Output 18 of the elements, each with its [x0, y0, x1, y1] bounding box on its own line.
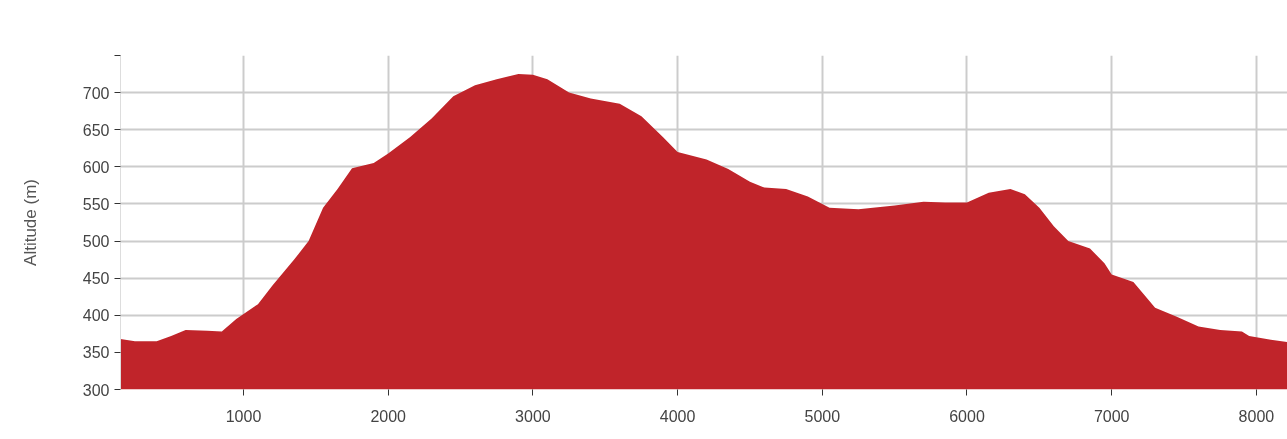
- x-tick-label: 3000: [515, 407, 551, 425]
- x-tick-label: 4000: [659, 407, 696, 425]
- x-tick-label: 7000: [1093, 407, 1130, 425]
- y-tick-label: 350: [82, 344, 110, 362]
- y-tick-label: 300: [82, 381, 110, 399]
- y-tick-label: 600: [82, 158, 110, 176]
- x-tick-label: 5000: [804, 407, 841, 425]
- x-tick-label: 2000: [370, 407, 407, 425]
- x-tick-label: 8000: [1238, 407, 1275, 425]
- y-tick-label: 550: [82, 195, 110, 213]
- y-tick-label: 400: [82, 307, 110, 325]
- y-axis-title: Altitude (m): [20, 179, 40, 266]
- y-tick-label: 700: [82, 84, 110, 102]
- y-tick-label: 450: [82, 270, 110, 288]
- y-tick-label: 650: [82, 121, 110, 139]
- y-tick-label: 500: [82, 233, 110, 251]
- x-tick-label: 6000: [949, 407, 985, 425]
- x-tick-label: 1000: [225, 407, 262, 425]
